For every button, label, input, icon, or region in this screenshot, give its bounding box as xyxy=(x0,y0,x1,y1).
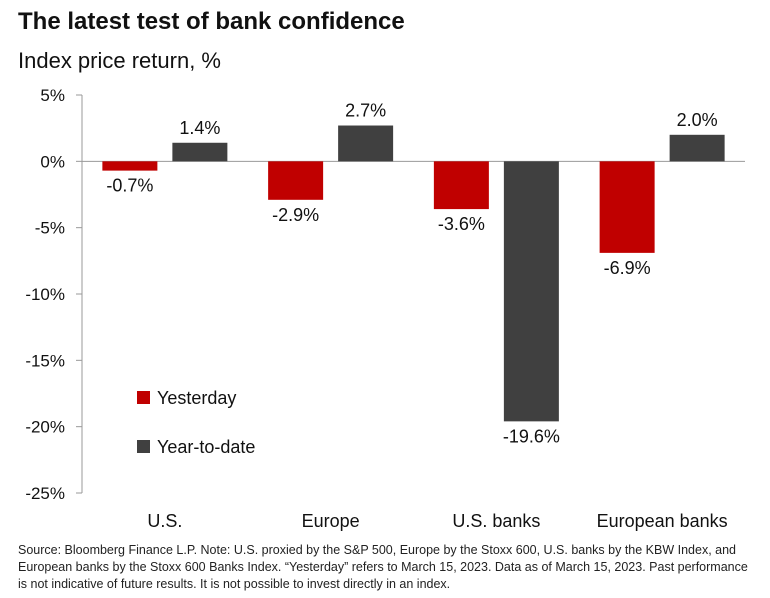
y-tick-label: -10% xyxy=(25,285,65,304)
bar-yesterday xyxy=(268,161,324,200)
bar-chart: 5% 0% -5% -10% -15% -20% -25% U.S. -0.7% 1.4% Euro… xyxy=(25,86,745,531)
y-tick-label: -5% xyxy=(35,219,65,238)
category-label: U.S. xyxy=(147,511,182,531)
data-label: 2.7% xyxy=(345,101,386,121)
bar-ytd xyxy=(172,142,228,162)
y-tick-label: -15% xyxy=(25,351,65,370)
data-label: -2.9% xyxy=(272,205,319,225)
bar-ytd xyxy=(669,134,725,162)
chart-subtitle: Index price return, % xyxy=(18,48,221,73)
source-footnote: Source: Bloomberg Finance L.P. Note: U.S… xyxy=(18,543,748,591)
data-label: -19.6% xyxy=(503,426,560,446)
bar-yesterday xyxy=(599,161,655,253)
category-label: Europe xyxy=(302,511,360,531)
bar-ytd xyxy=(338,125,394,162)
bar-ytd xyxy=(503,161,559,422)
data-label: -6.9% xyxy=(604,258,651,278)
legend-swatch-ytd xyxy=(137,440,150,453)
data-label: -0.7% xyxy=(106,176,153,196)
category-label: U.S. banks xyxy=(452,511,540,531)
chart-title: The latest test of bank confidence xyxy=(18,8,405,35)
category-label: European banks xyxy=(597,511,728,531)
y-tick-label: -20% xyxy=(25,418,65,437)
data-label: 1.4% xyxy=(179,118,220,138)
legend-label: Year-to-date xyxy=(157,437,255,457)
legend-label: Yesterday xyxy=(157,388,236,408)
y-tick-label: 0% xyxy=(40,152,65,171)
bar-yesterday xyxy=(433,161,489,210)
bar-yesterday xyxy=(102,161,158,171)
y-tick-label: 5% xyxy=(40,86,65,105)
data-label: 2.0% xyxy=(677,110,718,130)
legend-swatch-yesterday xyxy=(137,391,150,404)
data-label: -3.6% xyxy=(438,214,485,234)
y-tick-label: -25% xyxy=(25,484,65,503)
